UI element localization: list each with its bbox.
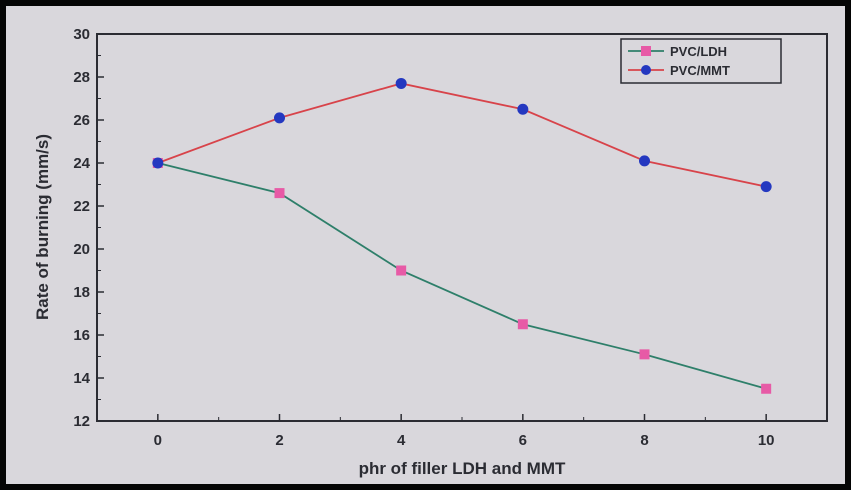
legend: PVC/LDH PVC/MMT xyxy=(620,38,782,84)
data-point-square xyxy=(517,319,528,330)
y-axis-title: Rate of burning (mm/s) xyxy=(33,134,52,320)
y-tick-label: 22 xyxy=(73,198,90,215)
data-point-circle xyxy=(152,157,164,169)
y-tick-label: 12 xyxy=(73,413,90,430)
photo-background xyxy=(6,6,845,484)
y-tick-label: 26 xyxy=(73,112,90,129)
x-tick-label: 4 xyxy=(397,432,406,449)
plot-frame xyxy=(96,33,828,422)
legend-label: PVC/LDH xyxy=(670,44,727,59)
y-tick-label: 24 xyxy=(73,155,90,172)
data-point-circle xyxy=(395,77,407,89)
legend-label: PVC/MMT xyxy=(670,63,730,78)
data-point-square xyxy=(274,188,285,199)
x-axis-title: phr of filler LDH and MMT xyxy=(359,459,566,478)
x-tick-label: 8 xyxy=(640,432,648,449)
data-point-circle xyxy=(639,155,650,167)
legend-box xyxy=(620,38,782,84)
y-tick-label: 30 xyxy=(73,26,90,43)
data-point-square xyxy=(761,383,772,394)
y-axis: 12 14 16 18 20 22 24 26 28 30 xyxy=(73,26,104,430)
data-point-circle xyxy=(274,112,285,124)
legend-marker-circle xyxy=(641,65,651,75)
y-tick-label: 14 xyxy=(73,370,90,387)
x-tick-label: 2 xyxy=(275,432,283,449)
data-point-square xyxy=(396,265,407,276)
x-tick-label: 6 xyxy=(519,432,527,449)
x-axis: 0 2 4 6 8 10 xyxy=(96,414,828,449)
y-tick-label: 16 xyxy=(73,327,90,344)
y-tick-label: 20 xyxy=(73,241,90,258)
series-line-1 xyxy=(157,162,767,390)
data-point-circle xyxy=(517,103,529,115)
legend-marker-square xyxy=(641,46,651,56)
y-tick-label: 18 xyxy=(73,284,90,301)
series-line-2 xyxy=(157,82,767,188)
series-layer xyxy=(152,77,772,394)
x-tick-label: 0 xyxy=(154,432,162,449)
x-tick-label: 10 xyxy=(758,432,775,449)
data-point-circle xyxy=(760,181,772,193)
y-tick-label: 28 xyxy=(73,69,90,86)
data-point-square xyxy=(639,349,650,360)
